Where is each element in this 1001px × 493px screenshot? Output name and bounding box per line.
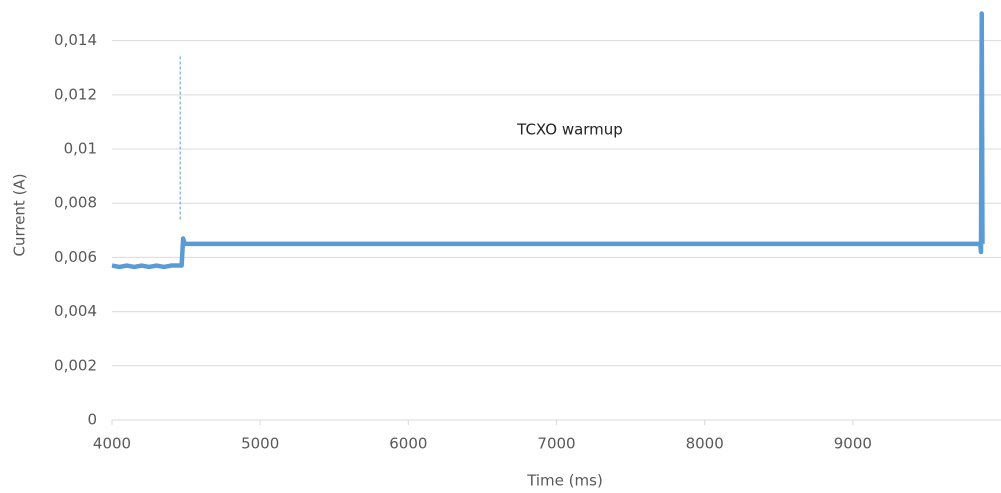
data-line [111, 11, 985, 270]
annotation: TCXO warmup [516, 121, 623, 139]
y-tick-label: 0,014 [54, 31, 97, 49]
y-tick-label: 0,012 [54, 85, 97, 103]
x-tick-label: 4000 [93, 435, 131, 453]
y-axis-label: Current (A) [11, 173, 29, 256]
y-tick-label: 0,004 [54, 302, 97, 320]
x-tick-label: 8000 [686, 435, 724, 453]
y-tick-label: 0 [87, 411, 97, 429]
y-tick-label: 0,006 [54, 248, 97, 266]
x-axis-label: Time (ms) [526, 472, 603, 490]
x-tick-label: 5000 [241, 435, 279, 453]
x-tick-label: 6000 [389, 435, 427, 453]
y-tick-label: 0,008 [54, 194, 97, 212]
x-tick-label: 9000 [834, 435, 872, 453]
x-tick-label: 7000 [537, 435, 575, 453]
y-tick-label: 0,01 [64, 140, 97, 158]
y-tick-label: 0,002 [54, 356, 97, 374]
